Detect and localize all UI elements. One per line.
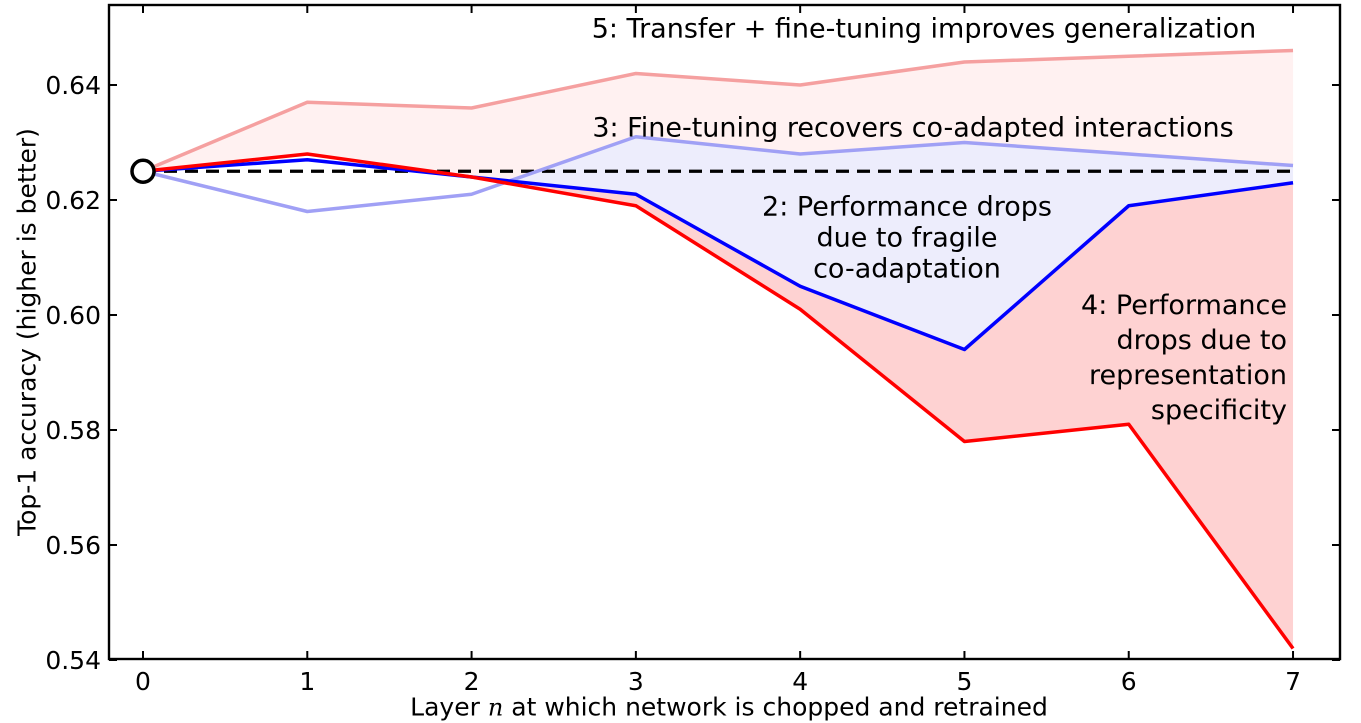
y-tick-label-0.54: 0.54 — [45, 646, 101, 675]
series-line-4 — [142, 152, 1295, 650]
axes-frame — [107, 3, 1342, 661]
x-axis-label-pre: Layer — [410, 692, 488, 722]
x-tick-label-3: 3 — [628, 667, 644, 696]
x-tick-label-1: 1 — [299, 667, 315, 696]
annotation-4: 4: Performance drops due to representation… — [1081, 288, 1287, 428]
annotation-3: 3: Fine-tuning recovers co-adapted inter… — [592, 113, 1233, 144]
annotation-3-line-0: 3: Fine-tuning recovers co-adapted inter… — [592, 112, 1234, 144]
x-tick-label-4: 4 — [792, 667, 808, 696]
series-line-3 — [142, 135, 1294, 214]
x-tick-label-0: 0 — [135, 667, 151, 696]
series-line-2 — [142, 158, 1294, 352]
annotation-4-line-3: specificity — [1150, 395, 1287, 426]
annotation-4-line-2: representation — [1088, 360, 1287, 391]
y-tick-label-0.56: 0.56 — [45, 531, 101, 560]
annotation-5: 5: Transfer + fine-tuning improves gener… — [592, 14, 1257, 45]
annotation-4-line-1: drops due to — [1116, 325, 1287, 356]
y-tick-label-0.58: 0.58 — [45, 416, 101, 445]
series-line-5 — [142, 48, 1294, 173]
y-tick-label-0.62: 0.62 — [45, 186, 101, 215]
annotation-2-line-1: due to fragile — [816, 222, 998, 254]
baseline-open-circle-marker — [130, 158, 156, 184]
y-tick-label-0.64: 0.64 — [45, 71, 101, 100]
x-tick-label-6: 6 — [1121, 667, 1137, 696]
y-axis-label: Top-1 accuracy (higher is better) — [12, 128, 42, 536]
region-5-transfer-fine-tuning — [143, 50, 1294, 183]
region-2-3-fragile-co-adaptation — [504, 136, 1294, 350]
x-tick-label-5: 5 — [956, 667, 972, 696]
x-axis-label-var: n — [487, 693, 504, 722]
x-axis-label: Layer n at which network is chopped and … — [410, 693, 1048, 722]
region-4-representation-specificity — [504, 182, 1294, 649]
annotation-2-line-2: co-adaptation — [813, 253, 1001, 285]
annotation-2: 2: Performance drops due to fragile co-ada… — [762, 192, 1052, 285]
y-tick-label-0.60: 0.60 — [45, 301, 101, 330]
x-tick-label-2: 2 — [464, 667, 480, 696]
annotation-4-line-0: 4: Performance — [1081, 290, 1287, 321]
annotation-2-line-0: 2: Performance drops — [762, 191, 1052, 223]
annotation-5-line-0: 5: Transfer + fine-tuning improves gener… — [591, 13, 1257, 45]
x-tick-label-7: 7 — [1285, 667, 1301, 696]
x-axis-label-post: at which network is chopped and retraine… — [503, 692, 1048, 722]
